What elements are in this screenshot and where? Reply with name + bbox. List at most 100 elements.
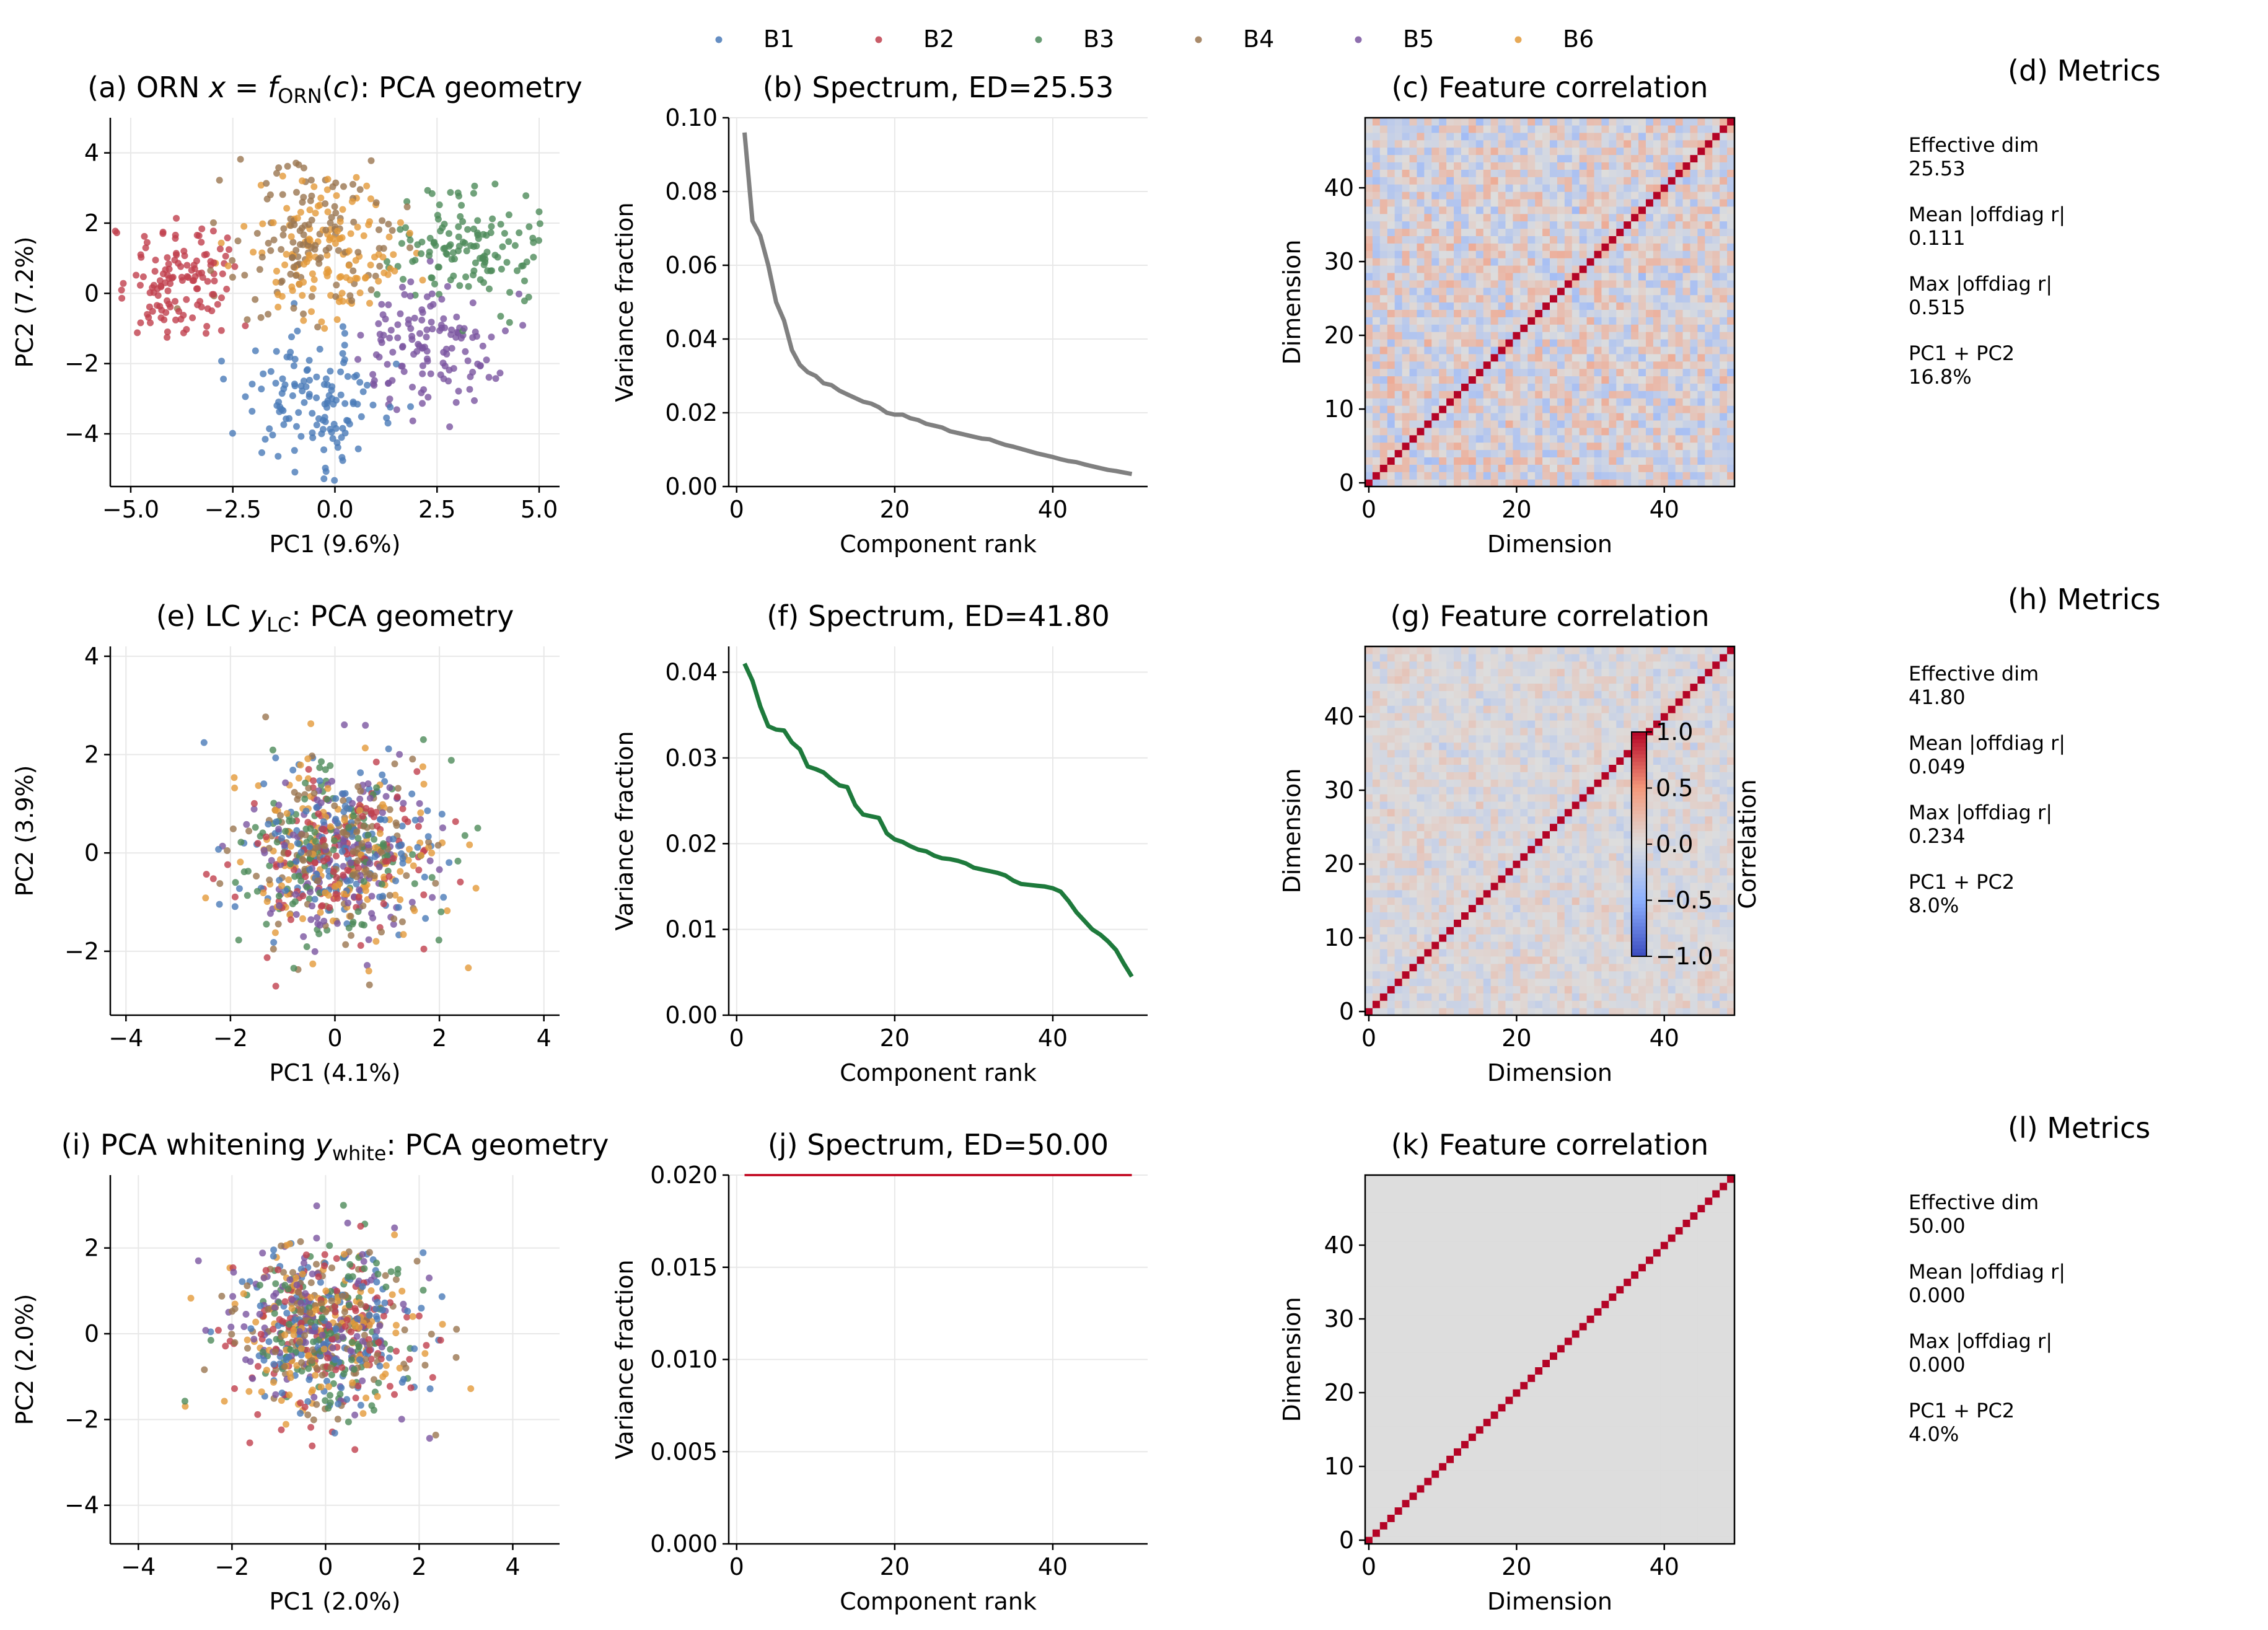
heatmap-cell xyxy=(1475,243,1484,251)
scatter-point-b1 xyxy=(273,402,281,409)
heatmap-cell xyxy=(1601,236,1609,244)
heatmap-cell xyxy=(1624,265,1632,273)
heatmap-diagonal-cell xyxy=(1365,479,1373,487)
scatter-point-b1 xyxy=(287,348,294,356)
heatmap-cell xyxy=(1498,472,1506,480)
heatmap-cell xyxy=(1690,449,1698,457)
heatmap-cell xyxy=(1645,317,1654,325)
scatter-point-b3 xyxy=(266,862,273,870)
heatmap-cell xyxy=(1727,309,1735,317)
scatter-point-b2 xyxy=(158,307,165,314)
heatmap-cell xyxy=(1409,919,1418,927)
heatmap-cell xyxy=(1631,228,1639,236)
heatmap-cell xyxy=(1571,258,1580,266)
heatmap-diagonal-cell xyxy=(1402,442,1410,451)
heatmap-cell xyxy=(1490,457,1499,465)
heatmap-cell xyxy=(1609,398,1617,406)
heatmap-cell xyxy=(1631,147,1639,156)
heatmap-cell xyxy=(1409,993,1418,1001)
heatmap-cell xyxy=(1461,287,1469,296)
scatter-point-b1 xyxy=(218,358,225,365)
heatmap-cell xyxy=(1660,317,1669,325)
heatmap-cell xyxy=(1424,985,1432,993)
heatmap-cell xyxy=(1387,287,1396,296)
scatter-point-b6 xyxy=(271,929,279,936)
heatmap-cell xyxy=(1409,309,1418,317)
heatmap-cell xyxy=(1424,272,1432,281)
scatter-point-b4 xyxy=(363,866,370,873)
heatmap-cell xyxy=(1638,1008,1646,1016)
heatmap-cell xyxy=(1660,390,1669,399)
heatmap-cell xyxy=(1601,904,1609,912)
heatmap-cell xyxy=(1520,280,1528,288)
heatmap-cell xyxy=(1387,413,1396,421)
scatter-point-b6 xyxy=(296,280,303,288)
heatmap-cell xyxy=(1645,971,1654,979)
heatmap-cell xyxy=(1483,427,1492,436)
heatmap-cell xyxy=(1594,177,1602,185)
heatmap-cell xyxy=(1520,383,1528,391)
heatmap-cell xyxy=(1468,228,1477,236)
heatmap-cell xyxy=(1720,383,1728,391)
heatmap-cell xyxy=(1498,919,1506,927)
heatmap-cell xyxy=(1616,132,1624,141)
heatmap-cell xyxy=(1387,479,1396,487)
heatmap-cell xyxy=(1468,272,1477,281)
heatmap-cell xyxy=(1682,154,1691,162)
heatmap-cell xyxy=(1601,1000,1609,1008)
heatmap-cell xyxy=(1697,442,1705,451)
heatmap-cell xyxy=(1417,993,1425,1001)
heatmap-cell xyxy=(1594,317,1602,325)
heatmap-cell xyxy=(1624,125,1632,133)
heatmap-cell xyxy=(1417,912,1425,920)
heatmap-cell xyxy=(1594,228,1602,236)
heatmap-cell xyxy=(1675,177,1684,185)
heatmap-cell xyxy=(1365,236,1373,244)
scatter-point-b3 xyxy=(470,243,478,250)
scatter-points xyxy=(200,713,481,990)
heatmap-cell xyxy=(1727,383,1735,391)
heatmap-cell xyxy=(1461,184,1469,192)
heatmap-cell xyxy=(1601,472,1609,480)
heatmap-cell xyxy=(1417,948,1425,957)
scatter-point-b1 xyxy=(411,816,419,824)
scatter-point-b3 xyxy=(418,250,425,257)
heatmap-cell xyxy=(1513,948,1521,957)
scatter-point-b4 xyxy=(390,915,398,922)
scatter-point-b5 xyxy=(300,933,307,940)
heatmap-cell xyxy=(1387,398,1396,406)
legend-label: B2 xyxy=(923,25,954,53)
heatmap-cell xyxy=(1513,390,1521,399)
heatmap-cell xyxy=(1564,162,1573,170)
heatmap-cell xyxy=(1483,339,1492,347)
heatmap-cell xyxy=(1542,390,1550,399)
heatmap-cell xyxy=(1624,993,1632,1001)
heatmap-cell xyxy=(1712,398,1720,406)
heatmap-cell xyxy=(1668,265,1676,273)
scatter-point-b1 xyxy=(398,822,406,830)
heatmap-cell xyxy=(1535,472,1543,480)
scatter-point-b2 xyxy=(305,765,312,773)
heatmap-cell xyxy=(1468,1008,1477,1016)
heatmap-cell xyxy=(1601,213,1609,222)
heatmap-cell xyxy=(1586,353,1595,362)
heatmap-cell xyxy=(1668,464,1676,472)
heatmap-cell xyxy=(1594,919,1602,927)
heatmap-cell xyxy=(1498,287,1506,296)
heatmap-cell xyxy=(1535,427,1543,436)
heatmap-cell xyxy=(1609,948,1617,957)
heatmap-cell xyxy=(1372,162,1381,170)
heatmap-cell xyxy=(1372,912,1381,920)
heatmap-cell xyxy=(1705,948,1713,957)
heatmap-cell xyxy=(1409,1000,1418,1008)
heatmap-cell xyxy=(1697,258,1705,266)
heatmap-cell xyxy=(1535,919,1543,927)
heatmap-cell xyxy=(1513,405,1521,413)
heatmap-cell xyxy=(1550,258,1558,266)
heatmap-cell xyxy=(1387,941,1396,949)
y-tick-label: 2 xyxy=(84,209,99,237)
scatter-point-b2 xyxy=(183,262,191,269)
heatmap-cell xyxy=(1468,332,1477,340)
scatter-point-b2 xyxy=(189,314,196,322)
heatmap-cell xyxy=(1571,978,1580,986)
